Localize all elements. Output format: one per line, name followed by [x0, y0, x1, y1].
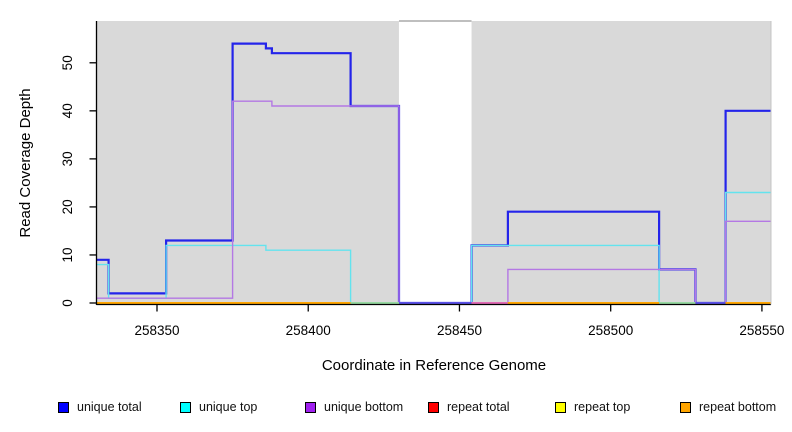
legend-label: unique top [199, 400, 258, 414]
legend-item-unique-total: unique total [58, 399, 142, 415]
y-tick-label: 30 [60, 151, 75, 166]
legend-label: unique total [77, 400, 142, 414]
y-tick-label: 0 [60, 299, 75, 307]
legend-item-unique-top: unique top [180, 399, 257, 415]
x-tick-label: 258500 [588, 323, 633, 338]
legend-swatch-icon [180, 401, 191, 413]
x-tick-label: 258400 [286, 323, 331, 338]
y-tick-label: 50 [60, 55, 75, 70]
legend-swatch-icon [680, 401, 691, 413]
chart-legend: unique total unique top unique bottom repea… [0, 399, 792, 419]
x-tick-label: 258550 [739, 323, 784, 338]
y-tick-label: 20 [60, 199, 75, 214]
x-tick-label: 258350 [134, 323, 179, 338]
legend-label: unique bottom [324, 400, 404, 414]
legend-item-repeat-top: repeat top [555, 399, 630, 415]
y-tick-label: 10 [60, 247, 75, 262]
y-axis-title: Read Coverage Depth [17, 88, 34, 237]
x-tick-label: 258450 [437, 323, 482, 338]
gray-band [96, 21, 399, 305]
gray-band [471, 21, 771, 305]
y-tick-label: 40 [60, 103, 75, 118]
legend-swatch-icon [555, 401, 566, 413]
legend-item-repeat-bottom: repeat bottom [680, 399, 776, 415]
gap-band [398, 21, 472, 305]
legend-item-unique-bottom: unique bottom [305, 399, 403, 415]
legend-label: repeat bottom [699, 400, 777, 414]
background-bands [96, 20, 771, 305]
legend-swatch-icon [305, 401, 316, 413]
legend-swatch-icon [58, 401, 69, 413]
legend-item-repeat-total: repeat total [428, 399, 510, 415]
legend-label: repeat top [574, 400, 631, 414]
legend-label: repeat total [447, 400, 510, 414]
axes: 0 10 20 30 40 50 258350 258400 258450 258500 25855… [60, 21, 784, 338]
legend-swatch-icon [428, 401, 439, 413]
x-axis-title: Coordinate in Reference Genome [322, 357, 546, 374]
